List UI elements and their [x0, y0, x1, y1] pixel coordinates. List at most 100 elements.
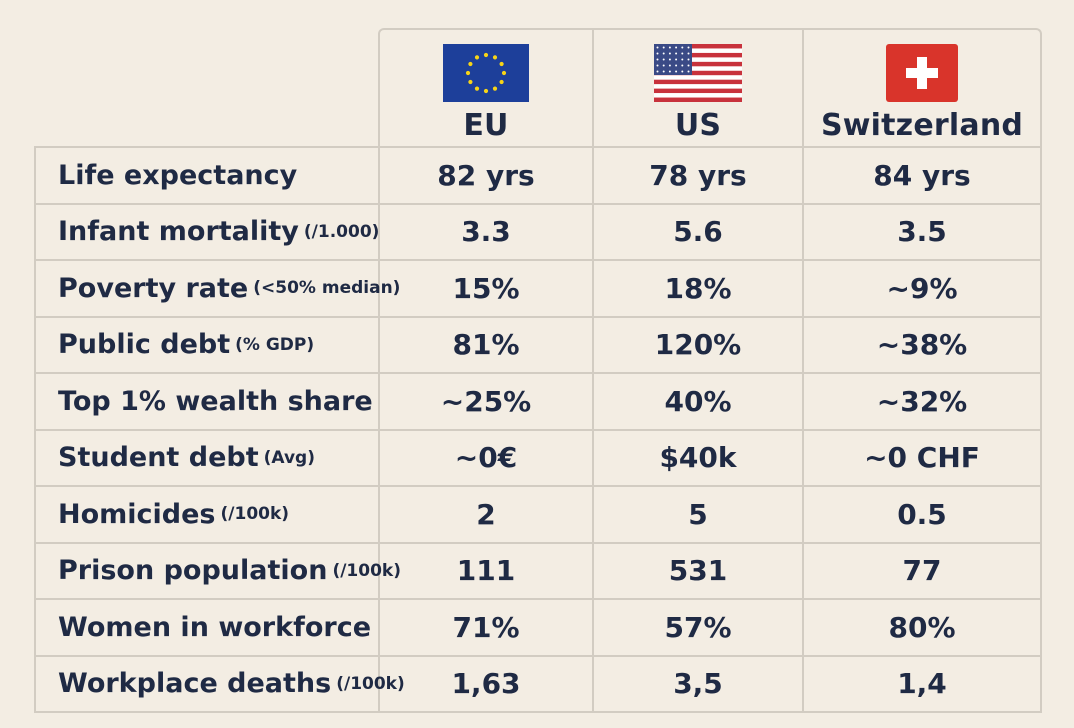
eu-star [465, 70, 471, 76]
eu-star [492, 55, 498, 60]
us-star [687, 46, 690, 49]
us-stripe [654, 84, 742, 89]
row-label-unit: (/100k) [336, 673, 405, 694]
value-cell: 2 [476, 497, 496, 531]
row-label-unit: (Avg) [263, 447, 315, 468]
value-cell: 18% [592, 261, 802, 316]
table-header: EU US Switzerland [378, 28, 1042, 150]
us-star [662, 64, 665, 67]
table-body: Life expectancy 82 yrs 78 yrs 84 yrs Infant … [34, 146, 1042, 713]
us-stripe [654, 48, 742, 54]
value-cell: ~32% [802, 374, 1040, 429]
row-label: Homicides (/100k) [36, 487, 380, 542]
us-stripe [654, 75, 742, 80]
value-cell: 15% [452, 271, 520, 305]
us-star [681, 52, 684, 55]
value-cell: 40% [592, 374, 802, 429]
value-cell: 80% [802, 600, 1040, 655]
table-row: Prison population (/100k) 111 531 77 [36, 543, 1040, 600]
eu-star [483, 52, 489, 58]
column-header-eu: EU [380, 30, 592, 150]
table-row: Student debt (Avg) ~0€ $40k ~0 CHF [36, 430, 1040, 487]
value-cell: $40k [592, 430, 802, 485]
row-label: Workplace deaths (/100k) [36, 656, 405, 711]
us-star [662, 58, 665, 61]
us-star [656, 64, 659, 67]
table-row: Top 1% wealth share ~25% 40% ~32% [36, 374, 1040, 431]
us-star [668, 64, 671, 67]
eu-star [468, 61, 473, 67]
us-canton [654, 44, 692, 75]
us-star [656, 58, 659, 61]
eu-star [492, 86, 498, 91]
us-star [662, 52, 665, 55]
us-star [687, 64, 690, 67]
us-stripe [654, 88, 742, 94]
value-cell: 3.3 [461, 215, 511, 249]
column-name: Switzerland [820, 108, 1024, 143]
value-cell: 3.5 [802, 204, 1040, 259]
eu-star [483, 88, 489, 94]
row-label-unit: (/100k) [220, 504, 290, 525]
value-cell: 81% [452, 328, 520, 362]
table-row: Public debt (% GDP) 81% 120% ~38% [36, 317, 1040, 374]
us-star [675, 52, 678, 55]
eu-star [501, 70, 507, 76]
us-star [668, 70, 671, 73]
row-label-text: Infant mortality [58, 216, 299, 248]
us-star [668, 52, 671, 55]
value-cell: 84 yrs [802, 148, 1040, 203]
value-cell: 78 yrs [592, 148, 802, 203]
value-cell: 1,4 [802, 656, 1040, 711]
us-star [681, 70, 684, 73]
us-star [681, 64, 684, 67]
us-star [668, 58, 671, 61]
column-name: US [674, 108, 722, 143]
us-star [687, 70, 690, 73]
table-row: Poverty rate (<50% median) 15% 18% ~9% [36, 261, 1040, 318]
value-cell: 57% [592, 600, 802, 655]
us-stripe [654, 57, 742, 63]
us-star [675, 46, 678, 49]
value-cell: ~25% [440, 384, 532, 418]
us-star [656, 46, 659, 49]
us-star [662, 46, 665, 49]
value-cell: 71% [452, 610, 520, 644]
eu-star [499, 79, 504, 85]
us-star [681, 46, 684, 49]
us-stripe [654, 79, 742, 85]
row-label-text: Homicides [58, 498, 216, 530]
row-label: Life expectancy [36, 148, 380, 203]
value-cell: 5 [592, 487, 802, 542]
us-stripe [654, 52, 742, 58]
row-label-unit: (% GDP) [235, 334, 315, 355]
value-cell: ~0€ [454, 441, 518, 475]
value-cell: ~9% [802, 261, 1040, 316]
table-row: Life expectancy 82 yrs 78 yrs 84 yrs [36, 148, 1040, 205]
row-label-text: Life expectancy [58, 159, 298, 191]
value-cell: 77 [802, 543, 1040, 598]
column-header-us: US [592, 30, 802, 150]
us-star [687, 58, 690, 61]
table-row: Workplace deaths (/100k) 1,63 3,5 1,4 [36, 656, 1040, 713]
us-star [675, 64, 678, 67]
row-label-unit: (/100k) [332, 560, 401, 581]
row-label-text: Women in workforce [58, 611, 372, 643]
row-label-text: Student debt [58, 442, 259, 474]
us-star [656, 70, 659, 73]
row-label: Poverty rate (<50% median) [36, 261, 400, 316]
us-star [675, 58, 678, 61]
us-star [662, 70, 665, 73]
swiss-flag-icon [886, 44, 958, 102]
us-star [681, 58, 684, 61]
value-cell: 111 [456, 554, 516, 588]
value-cell: 82 yrs [437, 158, 535, 192]
us-stripe [654, 93, 742, 98]
us-star [687, 52, 690, 55]
row-label: Prison population (/100k) [36, 543, 401, 598]
table-row: Women in workforce 71% 57% 80% [36, 600, 1040, 657]
row-label: Public debt (% GDP) [36, 317, 380, 372]
column-header-switzerland: Switzerland [802, 30, 1040, 150]
row-label-text: Public debt [58, 329, 231, 361]
eu-star [499, 61, 504, 67]
